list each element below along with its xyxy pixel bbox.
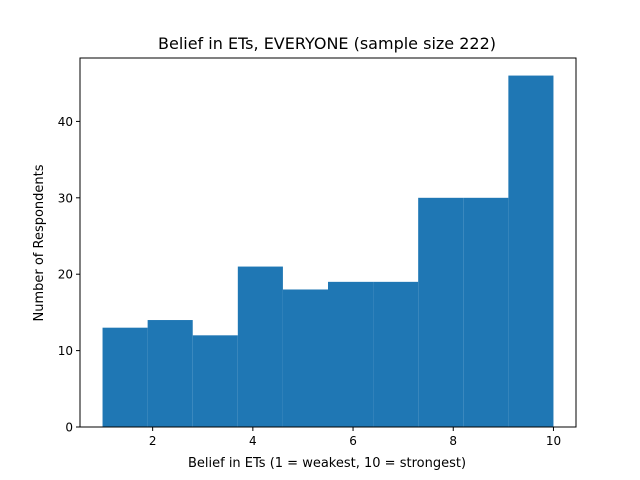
y-tick-label: 10	[58, 344, 73, 358]
x-tick-label: 4	[249, 434, 257, 448]
x-tick-label: 10	[546, 434, 561, 448]
x-axis-label: Belief in ETs (1 = weakest, 10 = stronge…	[188, 456, 466, 471]
histogram-bar-4	[237, 266, 283, 427]
y-tick-label: 20	[58, 268, 73, 282]
y-tick-label: 40	[58, 115, 73, 129]
x-tick-label: 6	[349, 434, 357, 448]
histogram-bar-5	[282, 289, 328, 427]
histogram-bar-3	[192, 335, 238, 427]
y-tick-label: 30	[58, 191, 73, 205]
axes-frame	[79, 57, 577, 428]
x-tick-label: 2	[149, 434, 157, 448]
histogram-bar-10	[508, 75, 554, 428]
histogram-bar-1	[102, 327, 148, 427]
x-tick-label: 8	[449, 434, 457, 448]
y-tick-label: 0	[65, 421, 73, 435]
chart-title: Belief in ETs, EVERYONE (sample size 222…	[158, 34, 496, 53]
y-axis-label: Number of Respondents	[32, 164, 47, 321]
histogram-bar-9	[463, 197, 509, 427]
histogram-bar-2	[147, 320, 193, 427]
histogram-bar-8	[418, 197, 464, 427]
y-ticks-group: 0 10 20 30 40	[58, 115, 80, 435]
bars-group	[102, 75, 554, 428]
histogram-bar-7	[373, 281, 419, 427]
x-ticks-group: 2 4 6 8 10	[149, 427, 561, 448]
histogram-bar-6	[328, 281, 374, 427]
